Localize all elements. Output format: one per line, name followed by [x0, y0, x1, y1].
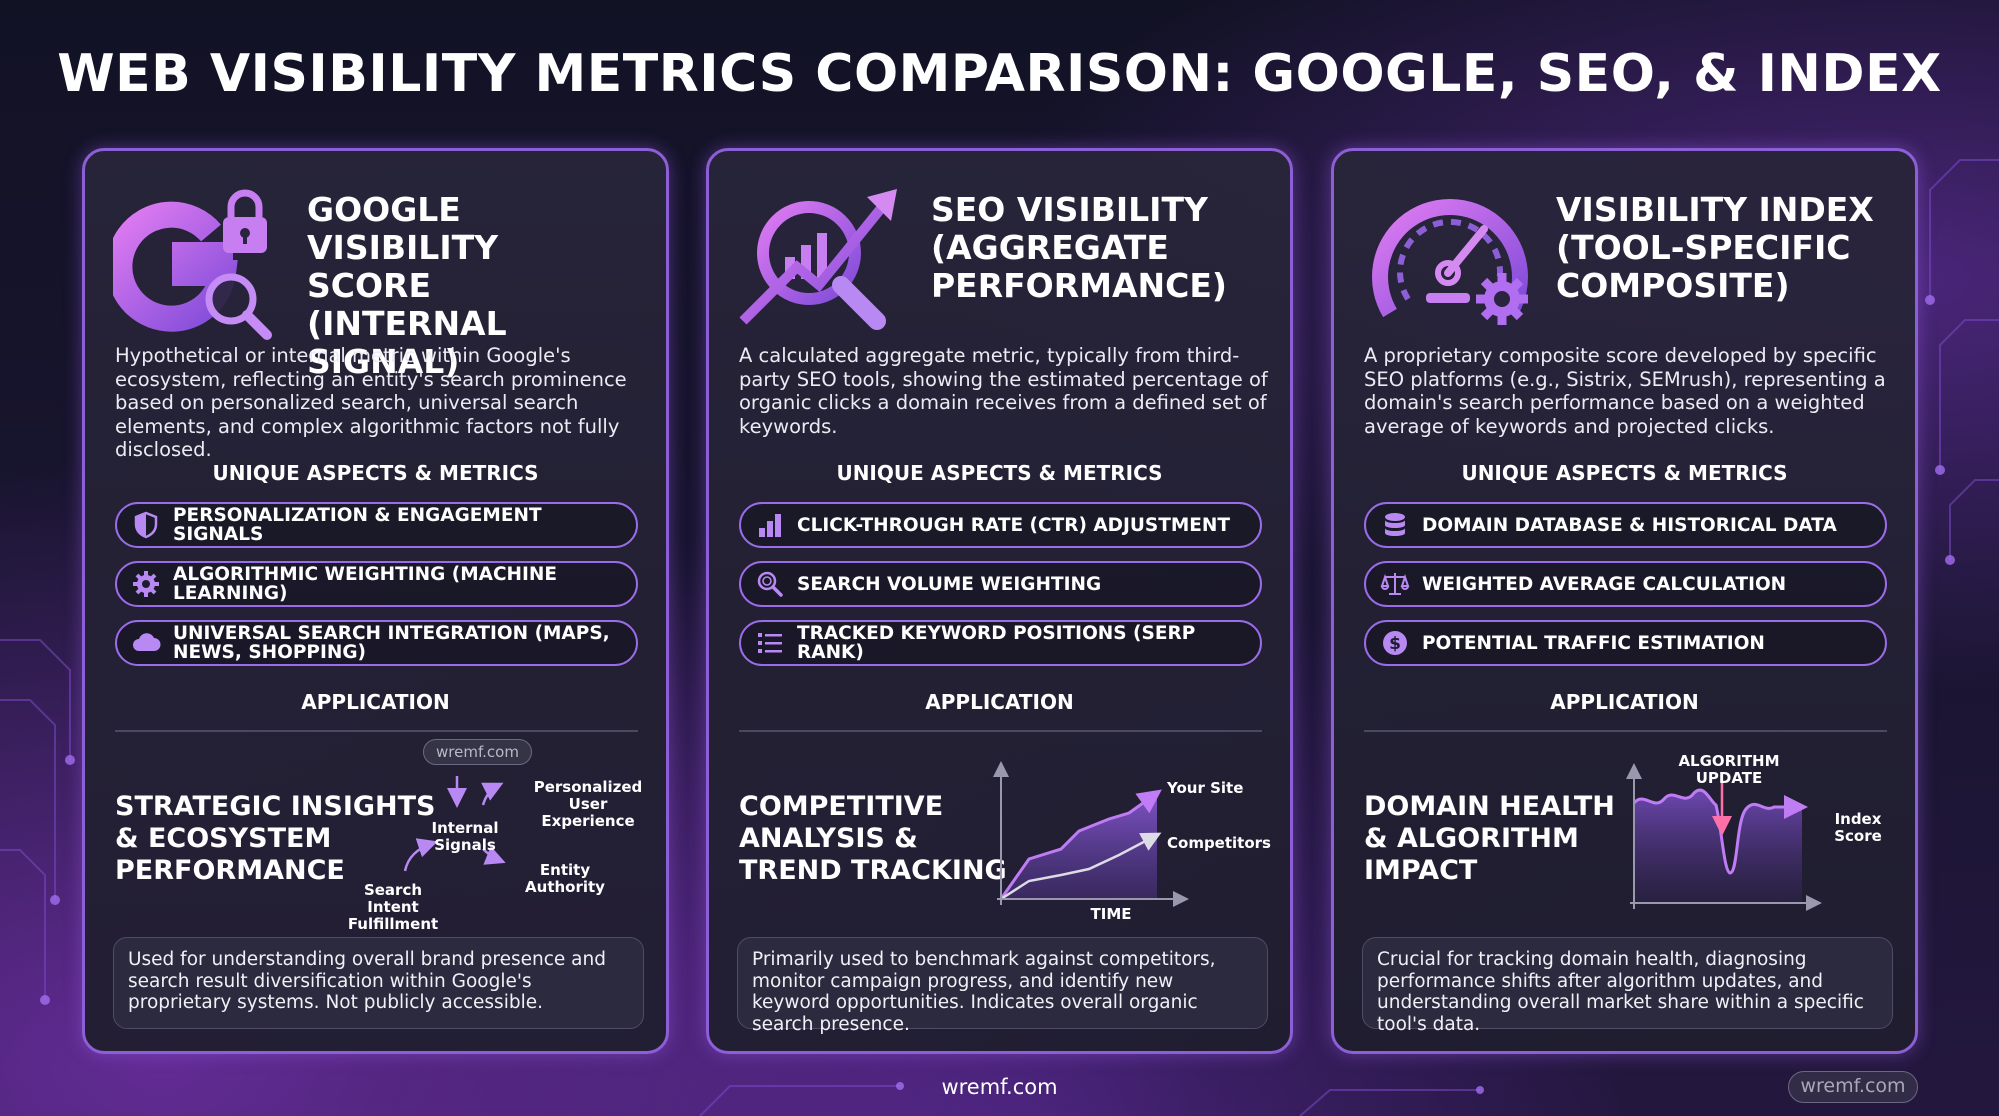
- application-label: APPLICATION: [1550, 690, 1699, 714]
- speedometer-gear-icon: [1372, 199, 1528, 325]
- card-google-visibility: GOOGLE VISIBILITY SCORE (INTERNAL SIGNAL…: [82, 148, 669, 1054]
- application-title-line: PERFORMANCE: [115, 855, 345, 886]
- application-title-line: IMPACT: [1364, 855, 1478, 886]
- flow-arrow: [403, 838, 438, 872]
- diagram-label: Search Intent Fulfillment: [347, 881, 439, 933]
- heading-line: VISIBILITY INDEX: [1556, 190, 1874, 229]
- divider: [115, 730, 638, 732]
- card-heading: GOOGLE VISIBILITY SCORE (INTERNAL SIGNAL…: [307, 191, 657, 381]
- cloud-icon: [133, 633, 161, 651]
- application-title-line: STRATEGIC INSIGHTS: [115, 791, 436, 822]
- aspect-label: ALGORITHMIC WEIGHTING (MACHINE LEARNING): [173, 564, 558, 604]
- diagram-label: Entity Authority: [525, 861, 605, 896]
- signals-flow-diagram: [403, 776, 506, 872]
- aspect-pill: PERSONALIZATION & ENGAGEMENT SIGNALS: [115, 502, 638, 548]
- scale-icon: [1380, 573, 1410, 595]
- aspects-label: UNIQUE ASPECTS & METRICS: [836, 461, 1163, 485]
- heading-line: GOOGLE VISIBILITY: [307, 190, 499, 267]
- aspect-pill: TRACKED KEYWORD POSITIONS (SERP RANK): [739, 620, 1262, 666]
- divider: [739, 730, 1262, 732]
- heading-line: SEO VISIBILITY: [931, 190, 1208, 229]
- index-area: [1634, 790, 1802, 903]
- application-title: STRATEGIC INSIGHTS & ECOSYSTEM PERFORMAN…: [115, 791, 436, 887]
- card-heading: VISIBILITY INDEX (TOOL-SPECIFIC COMPOSIT…: [1556, 191, 1906, 305]
- card-visibility-index: VISIBILITY INDEX (TOOL-SPECIFIC COMPOSIT…: [1331, 148, 1918, 1054]
- aspects-label: UNIQUE ASPECTS & METRICS: [212, 461, 539, 485]
- application-note: Crucial for tracking domain health, diag…: [1362, 937, 1893, 1035]
- application-note: Used for understanding overall brand pre…: [113, 937, 644, 1029]
- card-description: A proprietary composite score developed …: [1364, 344, 1886, 438]
- aspects-label: UNIQUE ASPECTS & METRICS: [1461, 461, 1788, 485]
- aspect-pill: SEARCH VOLUME WEIGHTING: [739, 561, 1262, 607]
- aspect-label: SEARCH VOLUME WEIGHTING: [797, 573, 1102, 595]
- watermark-badge: wremf.com: [423, 739, 532, 765]
- aspect-label: POTENTIAL TRAFFIC ESTIMATION: [1422, 632, 1765, 654]
- application-label: APPLICATION: [925, 690, 1074, 714]
- list-icon: [758, 633, 782, 653]
- aspect-label: UNIVERSAL SEARCH INTEGRATION (MAPS, NEWS…: [173, 623, 610, 663]
- flow-arrow: [482, 846, 506, 865]
- aspect-pill: $ POTENTIAL TRAFFIC ESTIMATION: [1364, 620, 1887, 666]
- card-description: Hypothetical or internal metric within G…: [115, 344, 627, 461]
- application-title-line: ANALYSIS &: [739, 823, 918, 854]
- x-axis-label: TIME: [1090, 905, 1132, 923]
- svg-text:$: $: [1389, 634, 1401, 654]
- aspect-label: TRACKED KEYWORD POSITIONS (SERP RANK): [797, 623, 1196, 663]
- application-title: COMPETITIVE ANALYSIS & TREND TRACKING: [739, 791, 1007, 887]
- search-icon: [757, 571, 783, 597]
- footer-url[interactable]: wremf.com: [941, 1075, 1058, 1099]
- series-label-your-site: Your Site: [1167, 779, 1244, 797]
- gear-icon: [133, 571, 159, 597]
- heading-line: COMPOSITE): [1556, 266, 1790, 305]
- diagram-label: Internal Signals: [431, 819, 499, 854]
- series-label-competitors: Competitors: [1167, 834, 1271, 852]
- aspect-label: CLICK-THROUGH RATE (CTR) ADJUSTMENT: [797, 514, 1231, 536]
- application-title-line: & ECOSYSTEM: [115, 823, 332, 854]
- bar-chart-icon: [759, 514, 781, 537]
- application-title-line: DOMAIN HEALTH: [1364, 791, 1615, 822]
- application-note: Primarily used to benchmark against comp…: [737, 937, 1268, 1035]
- card-description: A calculated aggregate metric, typically…: [739, 344, 1268, 438]
- card-seo-visibility: SEO VISIBILITY (AGGREGATE PERFORMANCE) A…: [706, 148, 1293, 1054]
- chart-magnifier-arrow-icon: [739, 189, 897, 330]
- divider: [1364, 730, 1887, 732]
- heading-line: (AGGREGATE: [931, 228, 1169, 267]
- aspect-pill: DOMAIN DATABASE & HISTORICAL DATA: [1364, 502, 1887, 548]
- application-title: DOMAIN HEALTH & ALGORITHM IMPACT: [1364, 791, 1615, 887]
- aspect-label: DOMAIN DATABASE & HISTORICAL DATA: [1422, 514, 1837, 536]
- index-line: [1632, 788, 1808, 875]
- index-score-label: Index Score: [1834, 810, 1882, 845]
- application-title-line: TREND TRACKING: [739, 855, 1007, 886]
- heading-line: SCORE: [307, 266, 431, 305]
- page-title: WEB VISIBILITY METRICS COMPARISON: GOOGL…: [57, 44, 1942, 104]
- heading-line: (TOOL-SPECIFIC: [1556, 228, 1851, 267]
- aspect-pill: WEIGHTED AVERAGE CALCULATION: [1364, 561, 1887, 607]
- heading-line: (INTERNAL SIGNAL): [307, 304, 507, 381]
- card-heading: SEO VISIBILITY (AGGREGATE PERFORMANCE): [931, 191, 1281, 305]
- shield-icon: [134, 511, 158, 539]
- aspect-pill: UNIVERSAL SEARCH INTEGRATION (MAPS, NEWS…: [115, 620, 638, 666]
- aspect-pill: CLICK-THROUGH RATE (CTR) ADJUSTMENT: [739, 502, 1262, 548]
- your-site-area: [1001, 793, 1157, 899]
- flow-arrow: [481, 782, 504, 806]
- aspect-label: PERSONALIZATION & ENGAGEMENT SIGNALS: [173, 505, 542, 545]
- database-icon: [1385, 513, 1405, 536]
- heading-line: PERFORMANCE): [931, 266, 1227, 305]
- corner-watermark-badge: wremf.com: [1788, 1071, 1918, 1103]
- dollar-coin-icon: $: [1383, 631, 1407, 655]
- trend-chart: [993, 761, 1189, 907]
- google-g-lock-magnifier-icon: [113, 189, 272, 340]
- index-score-chart: [1626, 763, 1822, 911]
- application-title-line: COMPETITIVE: [739, 791, 944, 822]
- aspect-pill: ALGORITHMIC WEIGHTING (MACHINE LEARNING): [115, 561, 638, 607]
- algorithm-update-label: ALGORITHM UPDATE: [1678, 752, 1780, 787]
- your-site-line: [999, 789, 1162, 900]
- diagram-label: Personalized User Experience: [533, 778, 643, 830]
- competitors-line: [1000, 832, 1162, 901]
- aspect-label: WEIGHTED AVERAGE CALCULATION: [1422, 573, 1787, 595]
- application-label: APPLICATION: [301, 690, 450, 714]
- application-title-line: & ALGORITHM: [1364, 823, 1579, 854]
